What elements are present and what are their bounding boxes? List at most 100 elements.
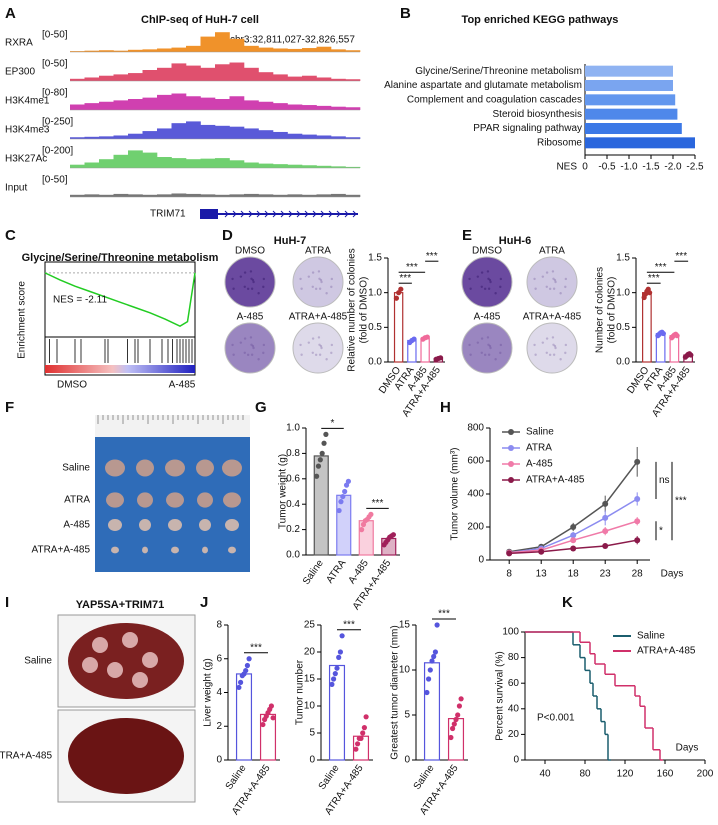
y-tick-label: 15 [304, 674, 316, 685]
y-tick-label: 1.5 [616, 253, 630, 264]
x-tick-label: 120 [617, 769, 634, 780]
colony-speck [249, 270, 253, 273]
track-signal [302, 165, 317, 168]
track-signal [113, 193, 129, 197]
track-signal [287, 48, 303, 52]
track-signal [84, 103, 100, 110]
track-signal [302, 194, 317, 197]
track-signal [171, 63, 187, 81]
colony-speck [232, 287, 235, 290]
colony-speck [232, 353, 235, 356]
track-signal [229, 160, 245, 168]
colony-speck [314, 353, 318, 357]
colony-speck [545, 285, 548, 288]
x-tick-label: -0.5 [598, 162, 616, 173]
panel-letter: A [5, 5, 16, 22]
legend-marker [508, 445, 514, 451]
colony-speck [545, 337, 549, 340]
track-signal [331, 106, 346, 110]
track-signal [142, 70, 158, 81]
category-label: Alanine aspartate and glutamate metaboli… [384, 80, 582, 91]
x-axis-label: Days [661, 569, 684, 580]
colony-speck [486, 336, 490, 339]
panel-letter: G [255, 399, 267, 416]
colony-speck [231, 343, 234, 347]
data-point [398, 286, 404, 292]
colony-speck [317, 336, 321, 339]
colony-speck [262, 351, 265, 355]
colony-speck [564, 285, 567, 289]
colony-speck [559, 358, 562, 361]
colony-speck [231, 277, 234, 281]
track-signal [142, 152, 158, 168]
track-signal [157, 48, 172, 52]
data-point [237, 679, 244, 685]
legend-label: ATRA+A-485 [637, 646, 696, 657]
data-point [354, 741, 361, 747]
track-signal [142, 97, 158, 110]
track-signal [70, 104, 85, 110]
colony-speck [483, 353, 487, 357]
track-name: EP300 [5, 67, 35, 78]
y-tick-label: 20 [304, 647, 316, 658]
colony-label: ATRA [305, 246, 331, 257]
colony-plate [461, 256, 513, 308]
data-point [334, 665, 340, 671]
track-signal [99, 159, 114, 168]
track-signal [128, 194, 143, 197]
gene-arrow [328, 210, 333, 218]
colony-speck [494, 358, 497, 361]
liver-nodule [122, 632, 138, 648]
colony-speck [534, 287, 537, 290]
track-signal [331, 78, 346, 81]
marker [634, 537, 641, 544]
track-signal [229, 96, 245, 110]
track-name: Input [5, 183, 27, 194]
track-signal [331, 136, 346, 139]
track-signal [229, 38, 245, 52]
tumor [108, 519, 122, 531]
y-tick-label: 6 [216, 653, 222, 664]
colony-speck [330, 351, 333, 355]
legend-label: Saline [637, 631, 665, 642]
category-label: PPAR signaling pathway [473, 123, 582, 134]
colony-speck [319, 344, 323, 348]
x-tick-label: 18 [568, 569, 580, 580]
colony-speck [250, 343, 253, 346]
data-point [336, 654, 342, 661]
track-signal [273, 194, 288, 197]
track-signal [345, 194, 361, 197]
track-signal [99, 194, 114, 197]
track-signal [99, 50, 114, 52]
bar [336, 494, 352, 556]
bar [585, 80, 673, 91]
panel-letter: H [440, 399, 451, 416]
gene-arrow [352, 210, 357, 218]
x-axis-label: Days [676, 743, 699, 754]
track-signal [186, 96, 201, 110]
tumor-group-label: Saline [62, 463, 90, 474]
colony-label: DMSO [235, 246, 265, 257]
y-tick-label: 0.2 [286, 524, 300, 535]
track-signal [244, 128, 259, 139]
marker [570, 537, 577, 544]
gene-arrow [312, 210, 317, 218]
track-signal [113, 154, 129, 168]
track-signal [99, 136, 114, 139]
data-point [244, 662, 251, 669]
tumor-group-label: ATRA+A-485 [32, 545, 91, 556]
track-signal [128, 73, 143, 81]
y-axis-label: Liver weight (g) [203, 658, 214, 726]
track-signal [302, 75, 317, 81]
colony-speck [314, 287, 318, 291]
y-tick-label: 0.6 [286, 473, 300, 484]
gene-arrow [248, 210, 253, 218]
colony-speck [554, 346, 557, 350]
colony-speck [243, 271, 247, 274]
track-signal [345, 166, 361, 168]
track-signal [273, 103, 288, 110]
x-tick-label: 160 [657, 769, 674, 780]
tumor [139, 519, 151, 531]
track-signal [128, 49, 143, 52]
